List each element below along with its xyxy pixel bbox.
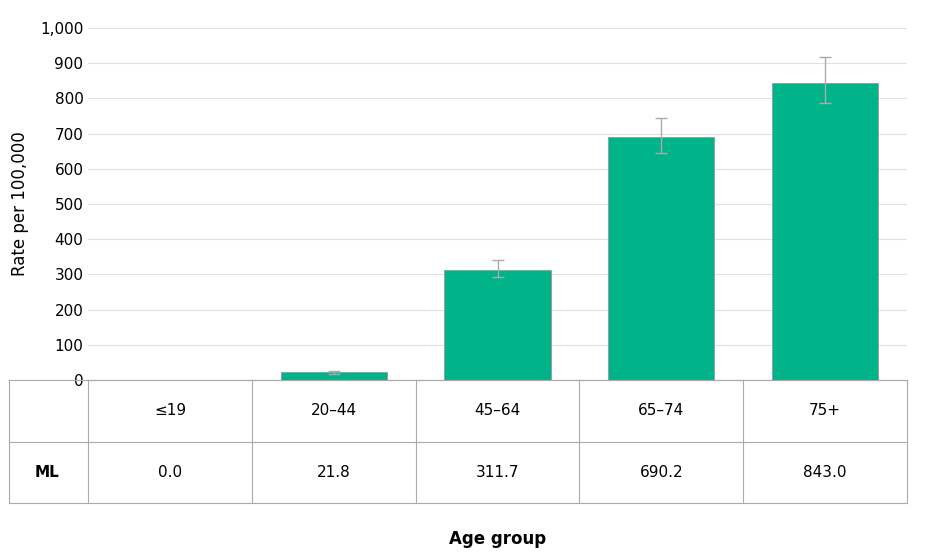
Bar: [281, 372, 387, 380]
Text: 690.2: 690.2: [640, 465, 683, 480]
Text: 21.8: 21.8: [317, 465, 351, 480]
Text: 45–64: 45–64: [474, 404, 521, 418]
Text: ≤19: ≤19: [154, 404, 186, 418]
Text: 0.0: 0.0: [158, 465, 182, 480]
Bar: [772, 83, 878, 380]
Text: ML: ML: [34, 465, 59, 480]
Text: 311.7: 311.7: [476, 465, 519, 480]
Text: 65–74: 65–74: [638, 404, 684, 418]
Text: 20–44: 20–44: [311, 404, 357, 418]
Text: Age group: Age group: [449, 530, 546, 548]
Bar: [445, 271, 551, 380]
Text: 75+: 75+: [809, 404, 841, 418]
Y-axis label: Rate per 100,000: Rate per 100,000: [11, 132, 29, 276]
Text: 843.0: 843.0: [804, 465, 846, 480]
Bar: [608, 137, 714, 380]
